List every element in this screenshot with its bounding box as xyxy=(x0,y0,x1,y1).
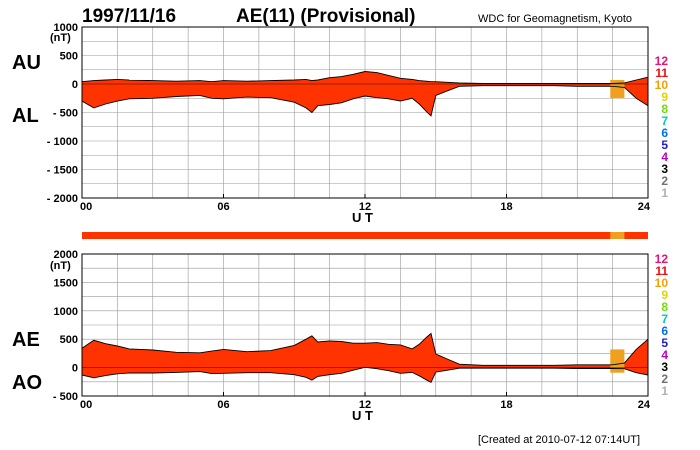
p2-ytick-label: - 500 xyxy=(53,391,78,403)
coverage-11-stations xyxy=(82,232,648,239)
p2-band xyxy=(82,333,648,383)
al-label: AL xyxy=(12,105,39,127)
plot-date: 1997/11/16 xyxy=(82,6,176,27)
p2-xtick-label: 06 xyxy=(217,399,229,411)
p1-xtick-label: 00 xyxy=(80,201,92,213)
legend-level-1: 1 xyxy=(661,186,668,200)
p2-xtick-label: 18 xyxy=(500,399,512,411)
legend-level-2: 2 xyxy=(661,174,668,188)
p1-ytick-label: - 1500 xyxy=(47,165,78,177)
station-coverage-bar xyxy=(82,232,648,239)
p1-al-series xyxy=(81,85,649,117)
p1-xtick-label: 06 xyxy=(217,201,229,213)
p1-ytick-label: 500 xyxy=(60,51,78,63)
p2-ytick-label: 500 xyxy=(60,334,78,346)
panel1-unit: (nT) xyxy=(50,32,71,44)
legend-level-9: 9 xyxy=(661,288,668,302)
plot-title: AE(11) (Provisional) xyxy=(236,6,416,27)
legend-level-1: 1 xyxy=(661,384,668,398)
p2-xtick-label: 00 xyxy=(80,399,92,411)
legend-level-4: 4 xyxy=(661,150,668,164)
legend-level-5: 5 xyxy=(661,336,668,350)
au-label: AU xyxy=(12,52,41,74)
p1-ytick-label: 1000 xyxy=(54,22,78,34)
legend-level-6: 6 xyxy=(661,324,668,338)
ae-label: AE xyxy=(12,329,40,351)
panel2-unit: (nT) xyxy=(50,260,71,272)
coverage-10-stations xyxy=(610,232,625,239)
p2-ae-series xyxy=(81,332,649,366)
data-source: WDC for Geomagnetism, Kyoto xyxy=(478,13,632,25)
legend-level-11: 11 xyxy=(655,264,668,278)
created-timestamp: [Created at 2010-07-12 07:14UT] xyxy=(478,434,640,446)
p1-band xyxy=(82,71,648,116)
legend-level-4: 4 xyxy=(661,348,668,362)
ao-label: AO xyxy=(12,372,42,394)
legend-level-2: 2 xyxy=(661,372,668,386)
p2-xtick-label: 12 xyxy=(359,399,371,411)
legend-level-6: 6 xyxy=(661,126,668,140)
legend-level-12: 12 xyxy=(655,252,669,266)
legend-level-3: 3 xyxy=(661,360,668,374)
legend-level-11: 11 xyxy=(655,66,668,80)
p1-ytick-label: 0 xyxy=(72,79,78,91)
p1-xtick-label: 18 xyxy=(500,201,512,213)
legend-level-7: 7 xyxy=(661,312,668,326)
legend-level-8: 8 xyxy=(661,102,668,116)
legend-level-8: 8 xyxy=(661,300,668,314)
panel2-xlabel: U T xyxy=(352,408,373,423)
p1-ytick-label: - 1000 xyxy=(47,136,78,148)
p2-ytick-label: 0 xyxy=(72,363,78,375)
p1-xtick-label: 12 xyxy=(359,201,371,213)
p2-reduced-coverage xyxy=(610,349,625,373)
p2-ao-series xyxy=(81,366,649,384)
p2-ytick-label: 1500 xyxy=(54,277,78,289)
legend-level-12: 12 xyxy=(655,54,669,68)
legend-level-7: 7 xyxy=(661,114,668,128)
p1-au-series xyxy=(81,71,649,84)
panel1-xlabel: U T xyxy=(352,210,373,225)
legend-level-10: 10 xyxy=(655,78,669,92)
p1-xtick-label: 24 xyxy=(638,201,651,213)
p1-ytick-label: - 2000 xyxy=(47,193,78,205)
legend-level-5: 5 xyxy=(661,138,668,152)
p2-ytick-label: 2000 xyxy=(54,249,78,261)
p2-ytick-label: 1000 xyxy=(54,306,78,318)
p1-ytick-label: - 500 xyxy=(53,108,78,120)
legend-level-10: 10 xyxy=(655,276,669,290)
p1-reduced-coverage xyxy=(610,80,625,99)
legend-level-3: 3 xyxy=(661,162,668,176)
p2-xtick-label: 24 xyxy=(638,399,651,411)
legend-level-9: 9 xyxy=(661,90,668,104)
